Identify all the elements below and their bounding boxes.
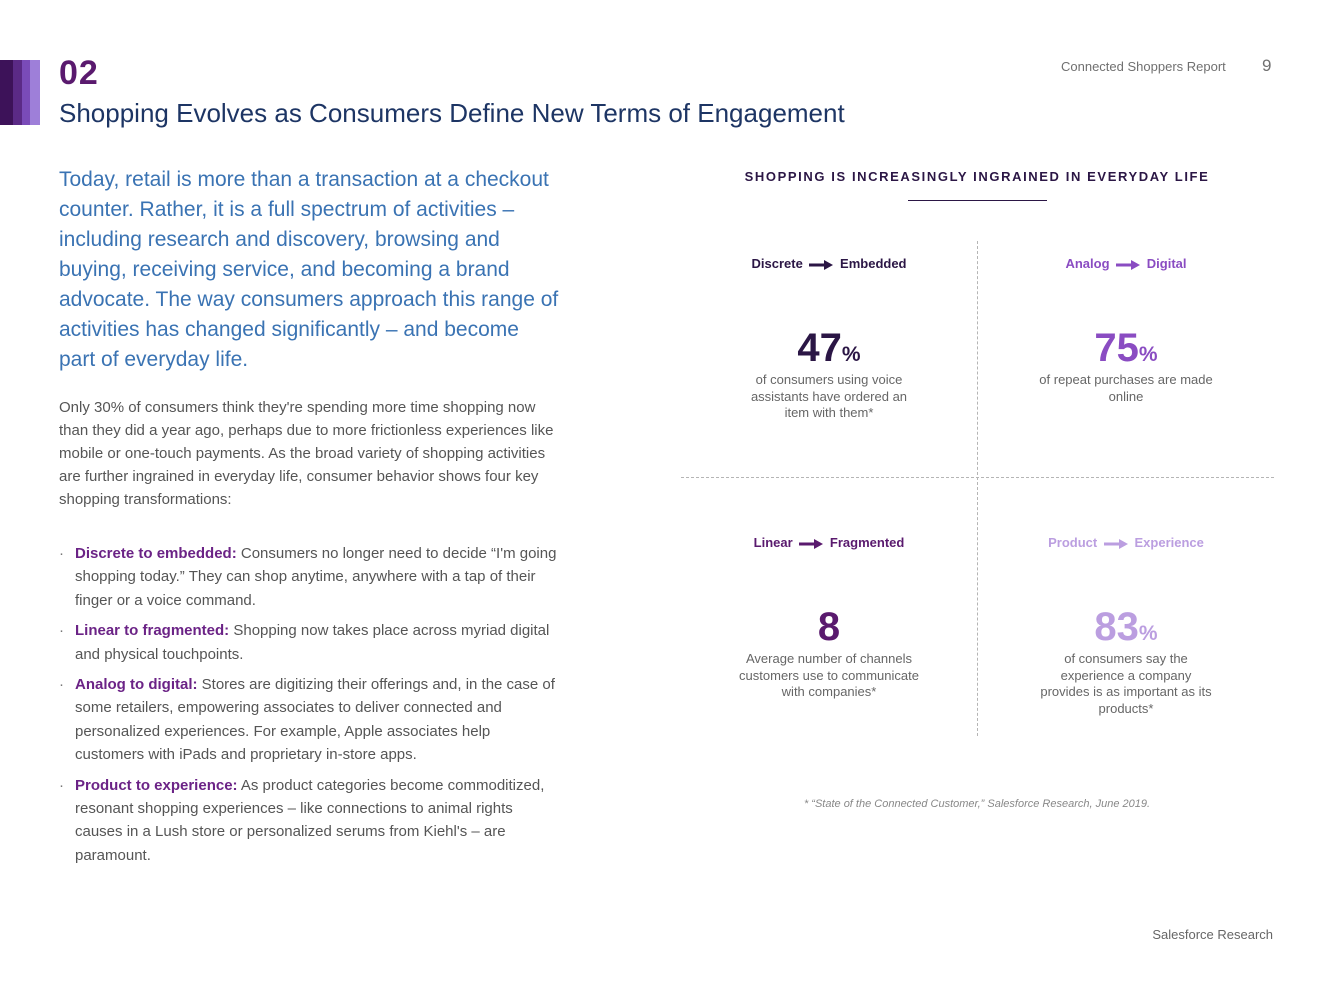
section-color-stripes bbox=[0, 60, 40, 125]
stat-description: of consumers using voice assistants have… bbox=[750, 372, 908, 420]
quadrant-linear-fragmented: Linear Fragmented 8 Average number of ch… bbox=[694, 534, 964, 701]
quadrant-analog-digital: Analog Digital 75% of repeat purchases a… bbox=[991, 255, 1261, 405]
stat-value: 8 bbox=[694, 605, 964, 649]
horizontal-divider bbox=[681, 477, 1274, 478]
stat-unit: % bbox=[841, 343, 861, 366]
stripe-2 bbox=[13, 60, 22, 125]
page-number: 9 bbox=[1262, 56, 1272, 75]
stripe-4 bbox=[30, 60, 40, 125]
label-from: Linear bbox=[753, 535, 793, 550]
stat-unit: % bbox=[1138, 343, 1158, 366]
label-from: Analog bbox=[1065, 256, 1110, 271]
section-number: 02 bbox=[59, 54, 99, 92]
arrow-right-icon bbox=[1103, 538, 1128, 549]
footer-brand: Salesforce Research bbox=[1152, 927, 1273, 942]
stat-description: of repeat purchases are made online bbox=[1039, 372, 1213, 404]
stat-value: 47% bbox=[694, 326, 964, 370]
bullet-term: Analog to digital: bbox=[75, 676, 198, 694]
label-from: Product bbox=[1048, 535, 1098, 550]
stat-unit: % bbox=[1138, 622, 1158, 645]
list-item: · Analog to digital: Stores are digitizin… bbox=[59, 673, 559, 767]
bullet-text: Consumers no longer need to decide “I'm … bbox=[75, 545, 557, 609]
title-underline bbox=[908, 200, 1047, 201]
stat-description: Average number of channels customers use… bbox=[739, 651, 919, 699]
quadrant-label: Discrete Embedded bbox=[694, 255, 964, 273]
arrow-right-icon bbox=[799, 538, 824, 549]
stat-value: 83% bbox=[991, 605, 1261, 649]
stat-description: of consumers say the experience a compan… bbox=[1040, 651, 1212, 716]
bullet-marker: · bbox=[59, 676, 64, 694]
arrow-right-icon bbox=[1116, 259, 1141, 270]
body-paragraph: Only 30% of consumers think they're spen… bbox=[59, 399, 554, 508]
bullet-text: Shopping now takes place across myriad d… bbox=[75, 622, 550, 663]
list-item: · Linear to fragmented: Shopping now take… bbox=[59, 619, 559, 666]
label-to: Fragmented bbox=[829, 535, 905, 550]
quadrant-discrete-embedded: Discrete Embedded 47% of consumers using… bbox=[694, 255, 964, 422]
transformations-list: · Discrete to embedded: Consumers no long… bbox=[59, 542, 559, 874]
quadrant-label: Analog Digital bbox=[991, 255, 1261, 273]
bullet-marker: · bbox=[59, 776, 64, 794]
infographic-title: SHOPPING IS INCREASINGLY INGRAINED IN EV… bbox=[744, 169, 1210, 184]
lead-paragraph: Today, retail is more than a transaction… bbox=[59, 168, 559, 371]
vertical-divider bbox=[977, 241, 978, 736]
stripe-1 bbox=[0, 60, 13, 125]
list-item: · Product to experience: As product categ… bbox=[59, 774, 559, 868]
bullet-marker: · bbox=[59, 622, 64, 640]
arrow-right-icon bbox=[809, 259, 834, 270]
stat-number: 47 bbox=[797, 326, 842, 370]
stat-value: 75% bbox=[991, 326, 1261, 370]
report-name: Connected Shoppers Report bbox=[1061, 59, 1226, 74]
section-title: Shopping Evolves as Consumers Define New… bbox=[59, 98, 845, 128]
label-to: Embedded bbox=[840, 256, 907, 271]
stat-number: 75 bbox=[1094, 326, 1139, 370]
label-to: Experience bbox=[1134, 535, 1204, 550]
source-footnote: * “State of the Connected Customer,” Sal… bbox=[803, 798, 1151, 810]
label-to: Digital bbox=[1146, 256, 1187, 271]
bullet-term: Linear to fragmented: bbox=[75, 622, 230, 640]
stripe-3 bbox=[22, 60, 30, 125]
label-from: Discrete bbox=[751, 256, 803, 271]
bullet-term: Discrete to embedded: bbox=[75, 545, 237, 562]
bullet-text: As product categories become commoditize… bbox=[75, 776, 545, 864]
stat-number: 83 bbox=[1094, 605, 1139, 649]
stat-number: 8 bbox=[817, 605, 841, 649]
bullet-text: Stores are digitizing their offerings an… bbox=[75, 676, 555, 764]
bullet-term: Product to experience: bbox=[75, 776, 238, 794]
quadrant-product-experience: Product Experience 83% of consumers say … bbox=[991, 534, 1261, 717]
quadrant-label: Product Experience bbox=[991, 534, 1261, 552]
quadrant-label: Linear Fragmented bbox=[694, 534, 964, 552]
bullet-marker: · bbox=[59, 545, 64, 562]
list-item: · Discrete to embedded: Consumers no long… bbox=[59, 542, 559, 612]
